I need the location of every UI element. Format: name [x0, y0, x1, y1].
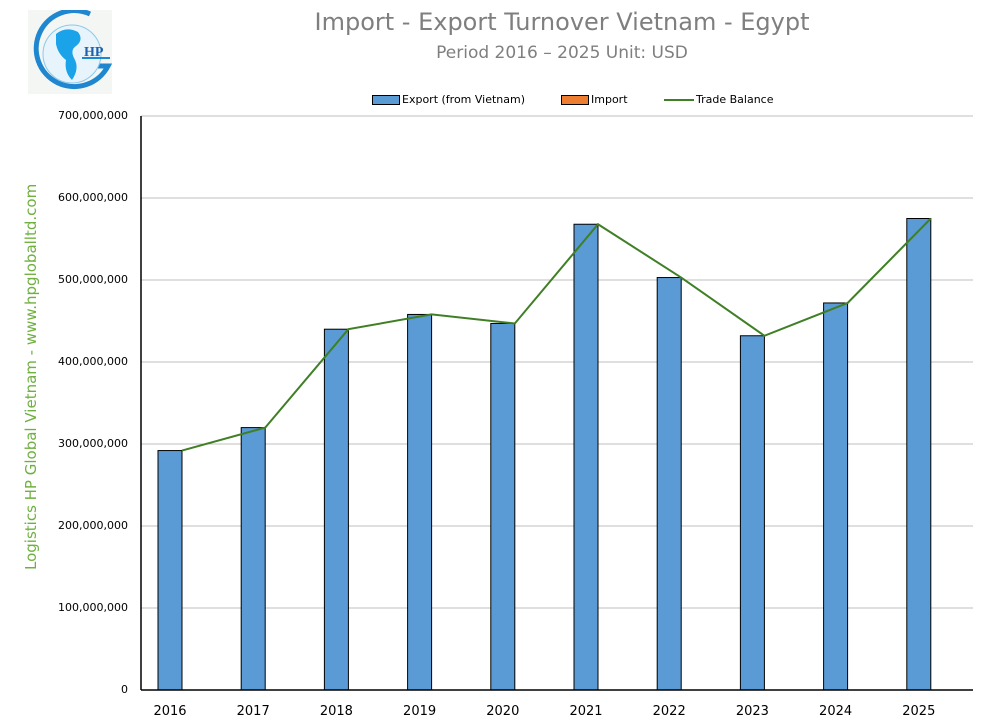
- y-tick: 400,000,000: [58, 355, 128, 368]
- hp-global-logo: HP: [28, 10, 112, 94]
- y-tick: 0: [121, 683, 128, 696]
- x-tick: 2021: [569, 704, 603, 719]
- export-bar: [407, 313, 433, 691]
- x-tick: 2017: [236, 704, 270, 719]
- x-tick: 2025: [902, 704, 936, 719]
- export-bar: [240, 427, 266, 691]
- trade-balance-line-icon: [664, 98, 694, 101]
- export-bar: [739, 335, 765, 691]
- export-bar: [573, 223, 599, 691]
- chart-subtitle: Period 2016 – 2025 Unit: USD: [436, 43, 688, 63]
- x-tick: 2024: [819, 704, 853, 719]
- x-tick: 2022: [652, 704, 686, 719]
- x-tick: 2018: [319, 704, 353, 719]
- export-bar: [823, 302, 849, 691]
- y-tick: 500,000,000: [58, 273, 128, 286]
- x-tick: 2020: [486, 704, 520, 719]
- export-swatch-icon: [372, 94, 400, 105]
- y-tick: 100,000,000: [58, 601, 128, 614]
- legend-item-import: Import: [561, 93, 628, 106]
- trade-balance-line: [181, 217, 932, 452]
- legend: Export (from Vietnam) Import Trade Balan…: [0, 93, 992, 109]
- y-tick: 200,000,000: [58, 519, 128, 532]
- y-tick: 600,000,000: [58, 191, 128, 204]
- x-tick: 2023: [735, 704, 769, 719]
- legend-item-export: Export (from Vietnam): [372, 93, 525, 106]
- x-tick: 2016: [153, 704, 187, 719]
- export-bar: [490, 322, 516, 691]
- y-tick: 300,000,000: [58, 437, 128, 450]
- export-bar: [157, 450, 183, 691]
- x-tick: 2019: [403, 704, 437, 719]
- export-bar: [323, 328, 349, 691]
- export-bar: [906, 218, 932, 691]
- import-swatch-icon: [561, 94, 589, 105]
- export-bar: [656, 277, 682, 691]
- svg-text:HP: HP: [84, 45, 104, 60]
- chart-title: Import - Export Turnover Vietnam - Egypt: [314, 8, 810, 36]
- legend-item-trade-balance: Trade Balance: [664, 93, 773, 106]
- y-tick: 700,000,000: [58, 109, 128, 122]
